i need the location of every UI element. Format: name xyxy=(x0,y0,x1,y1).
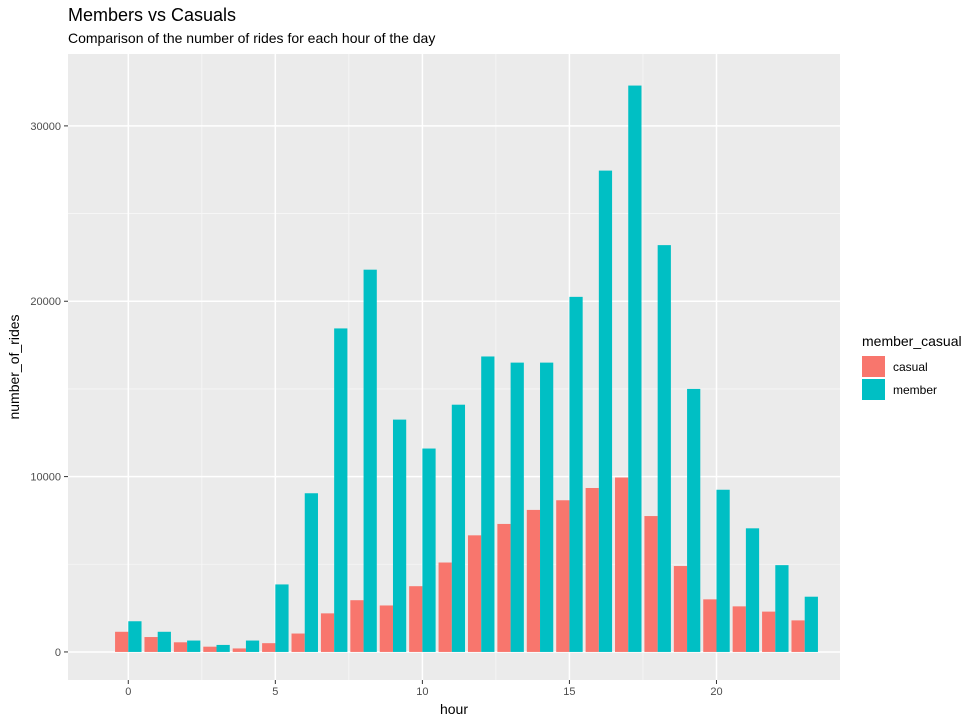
bar-casual xyxy=(762,611,776,652)
y-axis-title: number_of_rides xyxy=(6,314,22,419)
x-tick-label: 10 xyxy=(416,686,428,698)
bar-member xyxy=(392,419,407,652)
bar-casual xyxy=(497,523,511,652)
bar-casual xyxy=(615,477,629,652)
y-tick-label: 0 xyxy=(55,647,61,659)
bar-casual xyxy=(438,562,452,652)
bar-casual xyxy=(673,566,688,652)
bar-member xyxy=(275,584,289,652)
bar-member xyxy=(481,356,495,652)
bar-casual xyxy=(703,599,717,652)
bar-member xyxy=(745,528,760,652)
y-tick-label: 10000 xyxy=(30,472,61,484)
bar-member xyxy=(540,362,554,652)
chart-subtitle: Comparison of the number of rides for ea… xyxy=(68,30,435,46)
x-tick-label: 0 xyxy=(125,686,131,698)
y-tick-label: 20000 xyxy=(30,296,61,308)
bar-casual xyxy=(556,500,570,652)
bar-member xyxy=(628,85,642,652)
bar-member xyxy=(687,388,701,652)
bar-member xyxy=(657,245,671,652)
bar-casual xyxy=(379,605,393,652)
bar-member xyxy=(716,489,730,652)
bar-casual xyxy=(232,648,246,652)
bar-member xyxy=(128,621,142,652)
grid-minor xyxy=(68,54,840,680)
x-axis: 0 5 10 15 20 xyxy=(125,680,723,698)
bars xyxy=(115,85,818,652)
bar-member xyxy=(334,328,348,652)
y-axis: 0 10000 20000 30000 xyxy=(30,121,68,659)
bar-casual xyxy=(467,535,482,652)
bar-casual xyxy=(732,606,746,652)
bar-member xyxy=(216,644,230,652)
bar-member xyxy=(775,565,789,652)
bar-member xyxy=(363,269,377,652)
bar-casual xyxy=(791,620,805,652)
bar-member xyxy=(510,362,524,652)
bar-member xyxy=(187,640,201,652)
bar-member xyxy=(598,170,613,652)
bar-casual xyxy=(262,643,276,652)
bar-casual xyxy=(644,516,658,652)
legend-label-casual: casual xyxy=(893,360,928,374)
bar-casual xyxy=(203,646,217,652)
legend-key-casual xyxy=(862,356,885,377)
x-tick-label: 5 xyxy=(272,686,278,698)
x-axis-title: hour xyxy=(440,701,468,717)
bar-casual xyxy=(526,509,541,652)
bar-member xyxy=(422,448,436,652)
x-tick-label: 20 xyxy=(710,686,722,698)
bar-member xyxy=(451,404,466,652)
bar-member xyxy=(157,631,171,652)
y-tick-label: 30000 xyxy=(30,121,61,133)
bar-casual xyxy=(291,633,305,652)
legend-title: member_casual xyxy=(862,333,962,349)
bar-casual xyxy=(409,586,423,652)
x-tick-label: 15 xyxy=(563,686,575,698)
bar-member xyxy=(304,493,318,652)
bar-casual xyxy=(173,642,188,652)
legend: member_casual casual member xyxy=(862,333,962,400)
bar-casual xyxy=(115,631,129,652)
bar-member xyxy=(804,596,818,652)
chart-title: Members vs Casuals xyxy=(68,5,236,25)
legend-label-member: member xyxy=(893,383,937,397)
bar-member xyxy=(569,296,583,652)
bar-casual xyxy=(350,600,364,652)
bar-casual xyxy=(144,637,158,652)
bar-member xyxy=(245,640,260,652)
bar-casual xyxy=(585,487,599,652)
bar-casual xyxy=(320,613,335,652)
legend-key-member xyxy=(862,379,885,400)
